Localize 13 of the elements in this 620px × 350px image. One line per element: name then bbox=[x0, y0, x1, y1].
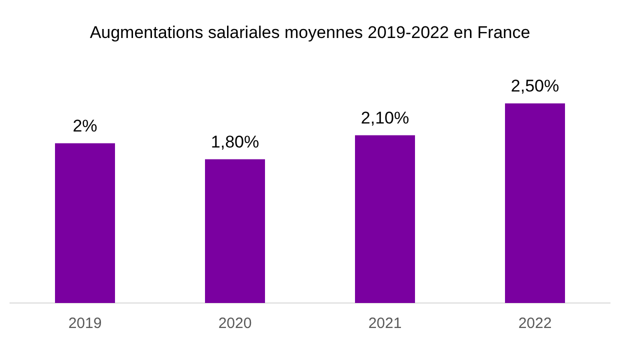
chart-title: Augmentations salariales moyennes 2019-2022 en France bbox=[90, 22, 530, 42]
bar bbox=[205, 159, 265, 303]
bar bbox=[505, 103, 565, 303]
bar bbox=[55, 143, 115, 303]
data-label: 2,50% bbox=[510, 76, 560, 96]
x-tick-label: 2022 bbox=[518, 315, 552, 332]
data-label: 2% bbox=[72, 116, 98, 136]
x-tick-label: 2019 bbox=[68, 315, 102, 332]
data-label: 2,10% bbox=[360, 108, 410, 128]
data-label: 1,80% bbox=[210, 132, 260, 152]
x-tick-label: 2021 bbox=[368, 315, 402, 332]
x-tick-label: 2020 bbox=[218, 315, 252, 332]
bar bbox=[355, 135, 415, 303]
